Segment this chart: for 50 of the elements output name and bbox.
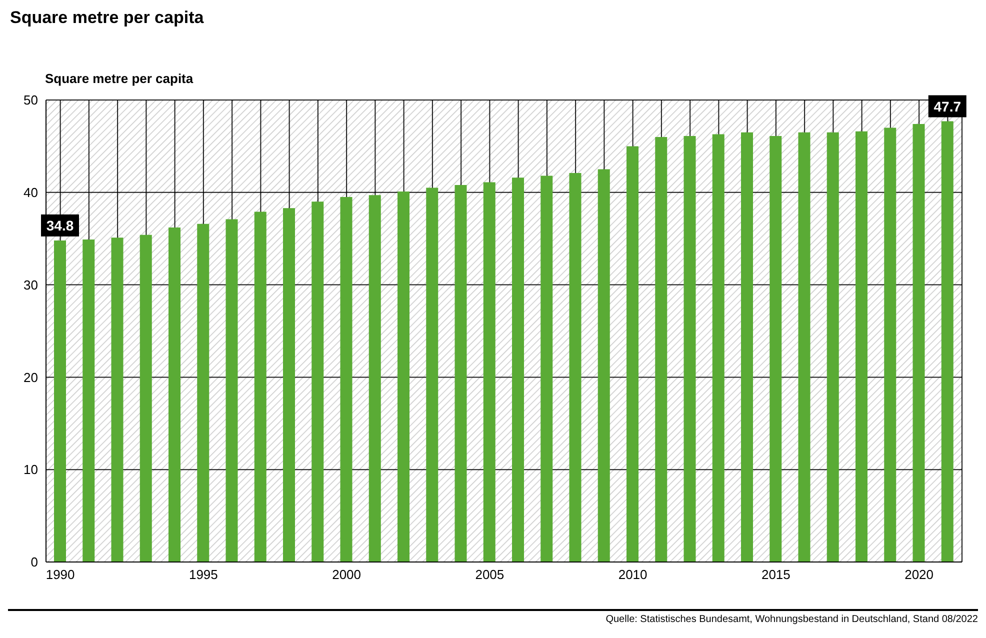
bar [168,228,180,562]
bar [741,132,753,562]
chart-title: Square metre per capita [10,8,204,28]
bar [540,176,553,562]
bar [626,146,638,562]
bar [655,136,668,562]
bar [197,224,210,562]
bar [512,178,524,562]
y-tick-label: 10 [24,462,38,478]
source-note: Quelle: Statistisches Bundesamt, Wohnungsbestand in Deutschland, Stand 08/2022 [606,614,978,625]
x-tick-label: 2005 [475,567,504,582]
x-tick-label: 2020 [904,567,934,582]
bar [483,182,496,562]
y-axis-title: Square metre per capita [45,71,194,86]
bar [941,121,954,562]
bar [140,234,152,562]
bar [798,132,810,562]
x-tick-label: 2000 [332,567,362,582]
data-label: 34.8 [46,217,74,234]
bar [226,219,238,562]
y-tick-label: 50 [24,92,38,108]
bar [826,132,839,562]
bar [598,169,610,562]
bar [454,185,467,562]
bar [54,240,66,562]
bar [368,195,381,562]
y-tick-label: 20 [24,370,38,385]
bar [283,208,295,562]
x-tick-label: 1995 [188,567,218,582]
x-tick-label: 1990 [46,567,75,582]
y-tick-label: 40 [24,185,38,200]
x-tick-label: 2010 [618,567,648,582]
bar [398,191,410,562]
bar [111,238,124,562]
bar [884,128,896,562]
bar [82,240,95,562]
x-tick-label: 2015 [761,567,790,582]
bar [254,212,266,562]
bar [340,197,352,562]
y-tick-label: 0 [30,554,38,570]
bar [426,188,438,562]
bar [712,134,724,562]
data-label: 47.7 [934,98,962,114]
bar [856,131,868,562]
bar [569,172,582,562]
bar [312,202,324,562]
bar [912,124,925,562]
y-tick-label: 30 [24,277,38,292]
bar [770,136,782,562]
bar [684,136,696,562]
